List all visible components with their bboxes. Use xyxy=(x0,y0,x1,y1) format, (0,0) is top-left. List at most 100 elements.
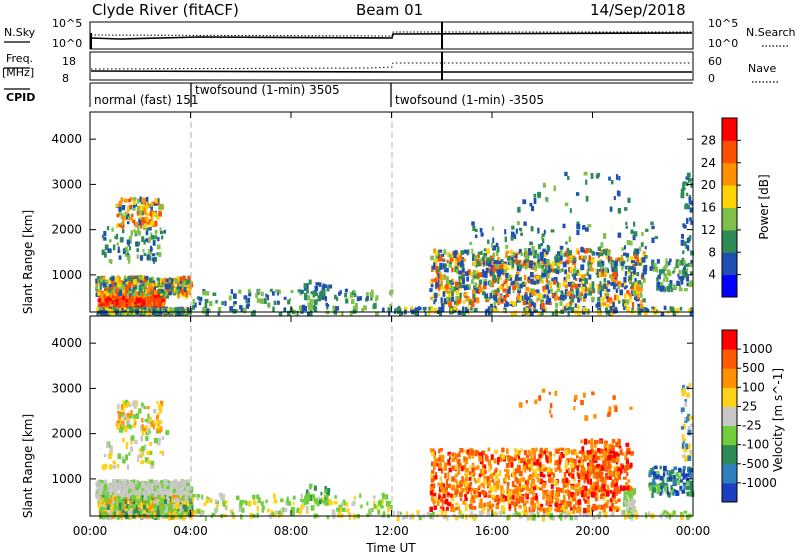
range-time-cell xyxy=(640,242,644,247)
range-time-cell xyxy=(99,281,103,287)
range-time-cell xyxy=(248,291,252,297)
range-time-cell xyxy=(499,294,503,298)
range-time-cell xyxy=(156,307,161,312)
range-time-cell xyxy=(505,277,510,282)
range-time-cell xyxy=(103,453,107,458)
range-time-cell xyxy=(352,500,356,505)
range-time-cell xyxy=(161,307,164,314)
range-time-cell xyxy=(623,293,627,299)
range-time-cell xyxy=(382,497,385,504)
range-time-cell xyxy=(96,493,100,500)
range-time-cell xyxy=(515,271,520,276)
range-time-cell xyxy=(562,280,566,287)
range-time-cell xyxy=(450,286,454,291)
range-time-cell xyxy=(656,281,661,287)
range-time-cell xyxy=(152,424,155,430)
range-time-cell xyxy=(491,277,494,283)
range-time-cell xyxy=(133,415,137,419)
range-time-cell xyxy=(504,229,507,235)
range-time-cell xyxy=(149,416,153,422)
range-time-cell xyxy=(127,205,131,210)
range-time-cell xyxy=(403,306,408,312)
range-time-cell xyxy=(310,505,315,511)
range-time-cell xyxy=(307,496,311,501)
range-time-cell xyxy=(297,289,302,293)
range-time-cell xyxy=(144,419,149,423)
range-time-cell xyxy=(106,484,110,488)
range-time-cell xyxy=(366,513,370,518)
range-time-cell xyxy=(627,197,631,203)
range-time-cell xyxy=(268,302,271,309)
range-time-cell xyxy=(353,289,356,293)
range-time-cell xyxy=(503,263,508,270)
range-time-cell xyxy=(139,279,143,283)
range-time-cell xyxy=(141,236,145,243)
range-time-cell xyxy=(217,311,220,316)
range-time-cell xyxy=(508,286,511,291)
range-time-cell xyxy=(138,219,141,226)
range-time-cell xyxy=(520,295,524,301)
range-time-cell xyxy=(489,273,493,277)
range-time-cell xyxy=(114,511,118,516)
range-time-cell xyxy=(392,510,395,516)
range-time-cell xyxy=(431,515,435,520)
range-time-cell xyxy=(681,269,685,275)
range-time-cell xyxy=(148,442,152,446)
range-time-cell xyxy=(372,304,376,310)
range-time-cell xyxy=(349,291,353,298)
range-time-cell xyxy=(463,249,468,254)
range-time-cell xyxy=(559,255,563,261)
range-time-cell xyxy=(606,283,609,287)
range-time-cell xyxy=(433,307,438,314)
range-time-cell xyxy=(175,502,180,508)
range-time-cell xyxy=(292,495,295,500)
range-time-cell xyxy=(574,278,578,282)
range-time-cell xyxy=(108,239,112,243)
range-time-cell xyxy=(381,492,385,496)
range-time-cell xyxy=(632,264,636,270)
range-time-cell xyxy=(361,308,364,313)
range-time-cell xyxy=(159,230,164,235)
range-time-cell xyxy=(533,265,538,271)
range-time-cell xyxy=(529,308,532,313)
range-time-cell xyxy=(121,482,125,487)
range-time-cell xyxy=(157,236,160,242)
range-time-cell xyxy=(143,252,147,257)
range-time-cell xyxy=(574,303,577,308)
range-time-cell xyxy=(196,508,200,514)
range-time-cell xyxy=(146,308,150,314)
range-time-cell xyxy=(461,311,465,315)
range-time-cell xyxy=(115,298,119,303)
range-time-cell xyxy=(151,302,154,307)
range-time-cell xyxy=(161,235,164,240)
range-time-cell xyxy=(156,509,160,516)
range-time-cell xyxy=(466,276,470,282)
range-time-cell xyxy=(154,256,158,262)
range-time-cell xyxy=(143,239,146,245)
range-time-cell xyxy=(104,504,108,509)
range-time-cell xyxy=(141,291,144,297)
range-time-cell xyxy=(95,278,98,284)
range-time-cell xyxy=(157,429,161,433)
range-time-cell xyxy=(124,513,129,520)
range-time-cell xyxy=(263,298,267,304)
range-time-cell xyxy=(567,511,572,516)
range-time-cell xyxy=(370,297,373,301)
range-time-cell xyxy=(135,413,139,419)
range-time-cell xyxy=(130,438,133,445)
range-time-cell xyxy=(541,308,546,313)
range-time-cell xyxy=(686,237,690,244)
range-time-cell xyxy=(543,229,546,235)
range-time-cell xyxy=(108,288,111,293)
range-time-cell xyxy=(175,485,180,491)
range-time-cell xyxy=(319,499,322,505)
beam-title: Beam 01 xyxy=(356,1,423,19)
range-time-cell xyxy=(398,311,402,318)
range-time-cell xyxy=(127,214,131,221)
range-time-cell xyxy=(128,291,132,297)
range-time-cell xyxy=(150,212,153,217)
range-time-cell xyxy=(680,275,685,281)
range-time-cell xyxy=(429,280,433,284)
range-time-cell xyxy=(683,273,687,278)
range-time-cell xyxy=(453,286,457,292)
